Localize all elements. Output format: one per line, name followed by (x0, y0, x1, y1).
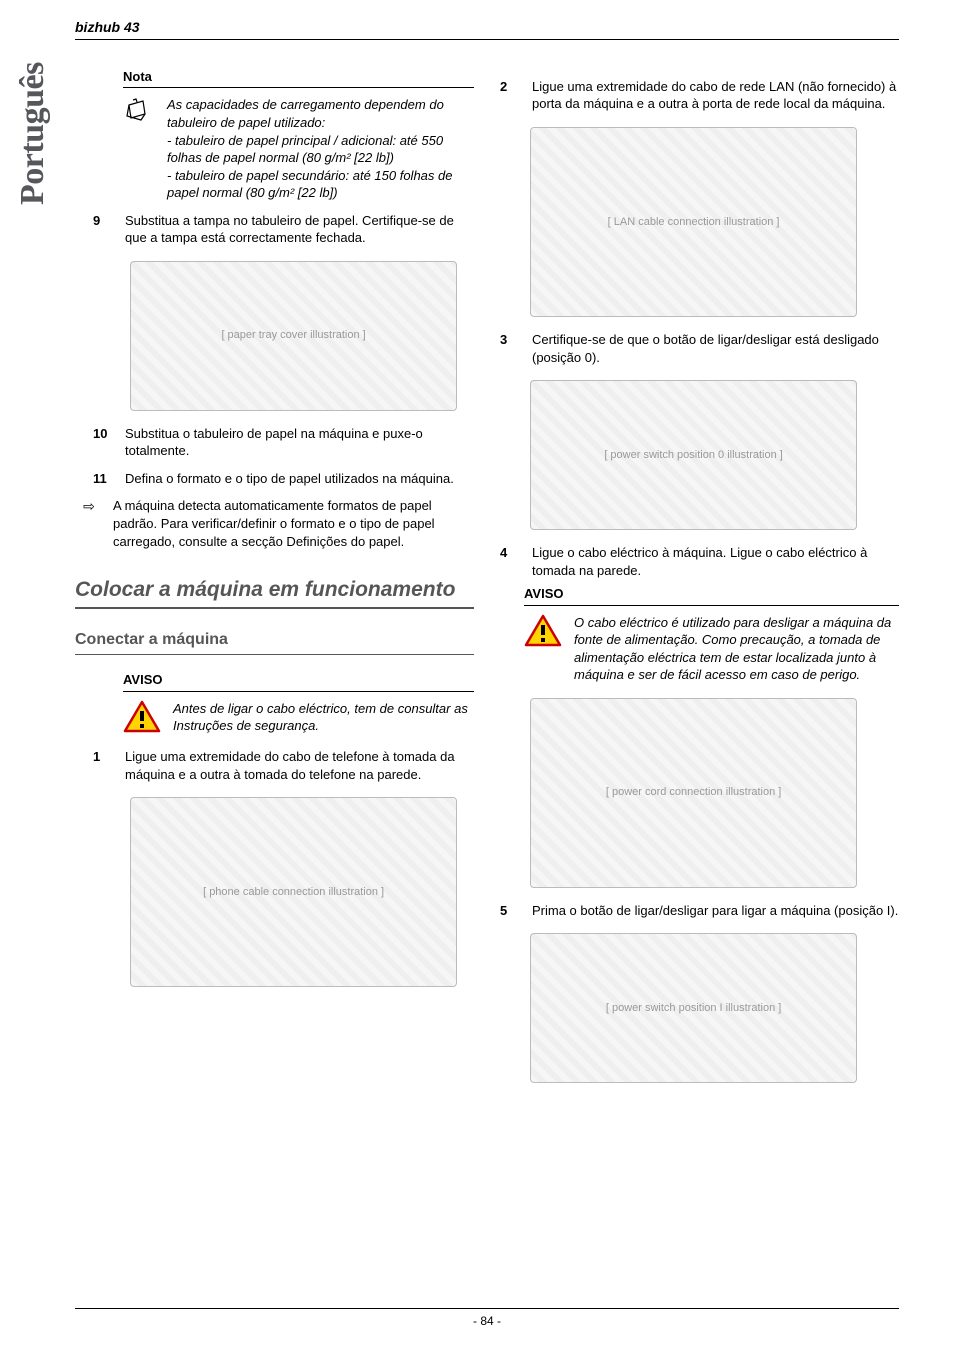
step-5: 5 Prima o botão de ligar/desligar para l… (500, 902, 899, 920)
page-footer: - 84 - (75, 1308, 899, 1329)
note-icon (123, 96, 157, 201)
step-number: 2 (500, 78, 522, 113)
step-number: 5 (500, 902, 522, 920)
step-3: 3 Certifique-se de que o botão de ligar/… (500, 331, 899, 366)
step-number: 11 (93, 470, 115, 488)
step-text: Prima o botão de ligar/desligar para lig… (532, 902, 899, 920)
step-text: Certifique-se de que o botão de ligar/de… (532, 331, 899, 366)
aviso-block: AVISO O cabo eléctrico é utilizado para … (524, 585, 899, 684)
step-11: 11 Defina o formato e o tipo de papel ut… (93, 470, 474, 488)
aviso-title: AVISO (524, 585, 899, 606)
aviso-block: AVISO Antes de ligar o cabo eléctrico, t… (123, 671, 474, 738)
figure-lan-cable: [ LAN cable connection illustration ] (530, 127, 857, 317)
warning-icon (123, 700, 163, 739)
product-name: bizhub 43 (75, 19, 140, 35)
step-text: Defina o formato e o tipo de papel utili… (125, 470, 474, 488)
result-note: ⇨ A máquina detecta automaticamente form… (75, 497, 474, 550)
figure-switch-on: [ power switch position I illustration ] (530, 933, 857, 1083)
page-header: bizhub 43 (75, 18, 899, 40)
step-1: 1 Ligue uma extremidade do cabo de telef… (93, 748, 474, 783)
note-block: Nota As capacidades de carregamento depe… (123, 68, 474, 202)
step-number: 9 (93, 212, 115, 247)
note-text: As capacidades de carregamento dependem … (167, 96, 474, 201)
step-10: 10 Substitua o tabuleiro de papel na máq… (93, 425, 474, 460)
language-tab: Português (10, 62, 56, 205)
aviso-title: AVISO (123, 671, 474, 692)
step-text: Ligue uma extremidade do cabo de telefon… (125, 748, 474, 783)
step-number: 1 (93, 748, 115, 783)
step-text: Ligue o cabo eléctrico à máquina. Ligue … (532, 544, 899, 579)
step-text: Substitua o tabuleiro de papel na máquin… (125, 425, 474, 460)
figure-phone-cable: [ phone cable connection illustration ] (130, 797, 457, 987)
step-number: 4 (500, 544, 522, 579)
subsection-heading: Conectar a máquina (75, 629, 474, 655)
warning-icon (524, 614, 564, 684)
aviso-text: O cabo eléctrico é utilizado para deslig… (574, 614, 899, 684)
step-9: 9 Substitua a tampa no tabuleiro de pape… (93, 212, 474, 247)
step-2: 2 Ligue uma extremidade do cabo de rede … (500, 78, 899, 113)
step-text: Ligue uma extremidade do cabo de rede LA… (532, 78, 899, 113)
arrow-icon: ⇨ (75, 497, 103, 550)
section-heading: Colocar a máquina em funcionamento (75, 576, 474, 609)
figure-switch-off: [ power switch position 0 illustration ] (530, 380, 857, 530)
step-text: Substitua a tampa no tabuleiro de papel.… (125, 212, 474, 247)
page-number: - 84 - (473, 1314, 501, 1328)
note-title: Nota (123, 68, 474, 89)
aviso-text: Antes de ligar o cabo eléctrico, tem de … (173, 700, 474, 739)
figure-tray-cover: [ paper tray cover illustration ] (130, 261, 457, 411)
figure-power-cord: [ power cord connection illustration ] (530, 698, 857, 888)
result-text: A máquina detecta automaticamente format… (113, 497, 474, 550)
step-4: 4 Ligue o cabo eléctrico à máquina. Ligu… (500, 544, 899, 579)
step-number: 10 (93, 425, 115, 460)
step-number: 3 (500, 331, 522, 366)
